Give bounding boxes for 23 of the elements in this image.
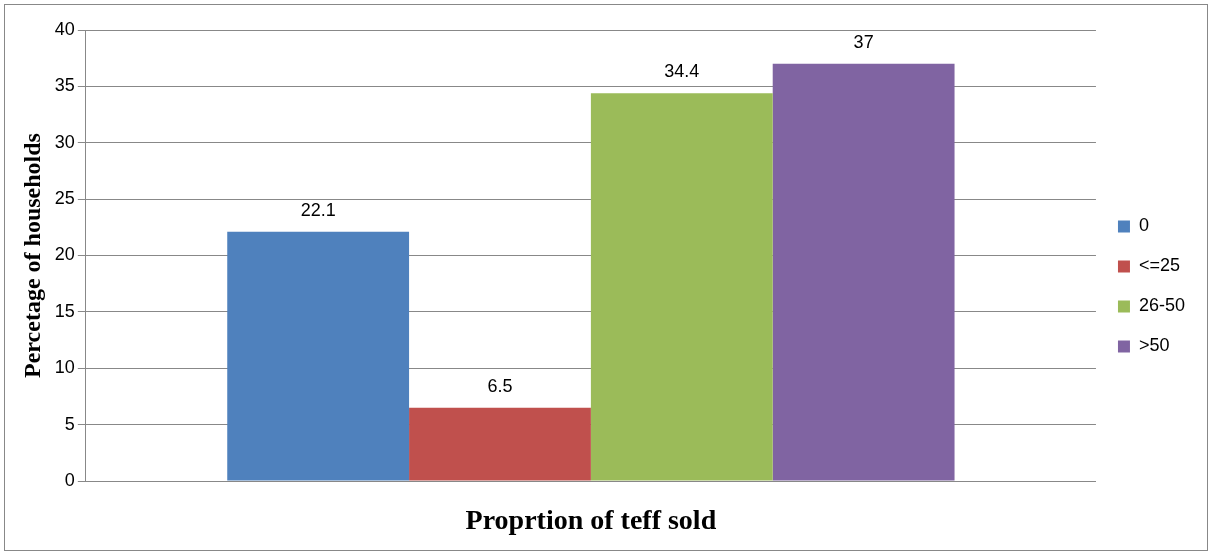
y-axis-title: Percetage of households <box>18 133 45 378</box>
bar <box>772 63 955 481</box>
x-axis-title: Proprtion of teff sold <box>465 504 717 536</box>
legend-label: 0 <box>1138 215 1149 236</box>
data-label: 34.4 <box>664 61 700 82</box>
y-tick-label: 15 <box>54 300 75 321</box>
y-tick-label: 10 <box>54 357 75 378</box>
legend-label: <=25 <box>1138 255 1181 276</box>
data-label: 6.5 <box>487 375 513 396</box>
legend-label: >50 <box>1138 335 1170 356</box>
y-tick-label: 35 <box>54 75 75 96</box>
y-tick-label: 20 <box>54 244 75 265</box>
y-tick-label: 40 <box>54 18 75 39</box>
data-label: 22.1 <box>300 199 336 220</box>
y-tick-label: 0 <box>64 469 75 490</box>
bar <box>409 407 591 481</box>
bar <box>227 231 410 481</box>
y-tick-label: 30 <box>54 131 75 152</box>
data-label: 37 <box>853 31 874 52</box>
bar <box>590 93 773 481</box>
y-tick-label: 5 <box>64 413 75 434</box>
legend-label: 26-50 <box>1138 295 1186 316</box>
y-tick-label: 25 <box>54 188 75 209</box>
